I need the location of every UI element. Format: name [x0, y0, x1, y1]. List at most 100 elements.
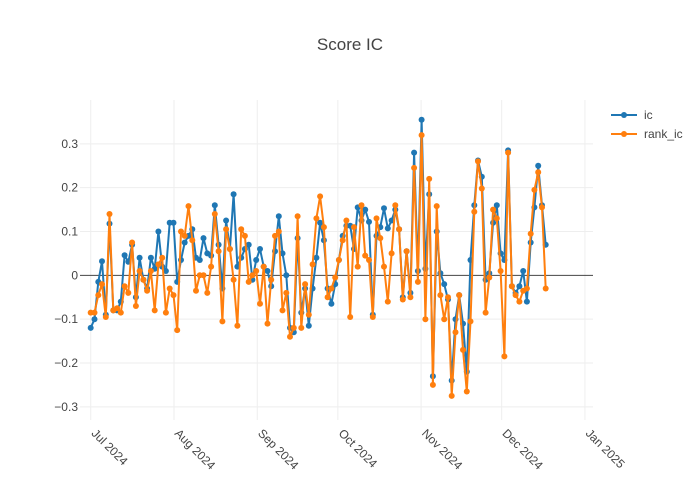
data-point-rank_ic — [132, 303, 139, 309]
data-point-ic — [170, 219, 177, 226]
data-point-rank_ic — [463, 388, 470, 395]
data-point-ic — [523, 298, 530, 305]
data-point-rank_ic — [313, 215, 320, 222]
data-point-rank_ic — [411, 164, 418, 171]
data-point-rank_ic — [516, 298, 523, 305]
data-point-rank_ic — [377, 235, 384, 242]
data-point-ic — [136, 254, 143, 261]
data-point-ic — [253, 257, 260, 263]
data-point-rank_ic — [332, 274, 339, 281]
data-point-rank_ic — [144, 287, 151, 294]
data-point-ic — [230, 191, 237, 198]
data-point-rank_ic — [185, 203, 192, 210]
data-point-rank_ic — [260, 263, 267, 270]
data-point-ic — [147, 254, 154, 261]
legend-item-ic[interactable]: ic — [611, 108, 653, 122]
data-point-rank_ic — [208, 263, 215, 270]
legend-rank-ic-label: rank_ic — [644, 127, 683, 141]
data-point-rank_ic — [347, 314, 354, 320]
data-point-rank_ic — [234, 322, 241, 329]
data-point-rank_ic — [279, 307, 286, 314]
data-point-rank_ic — [369, 314, 376, 320]
data-point-rank_ic — [189, 237, 196, 244]
data-point-rank_ic — [505, 149, 512, 156]
data-point-rank_ic — [275, 228, 282, 235]
data-point-rank_ic — [486, 274, 493, 281]
data-point-rank_ic — [351, 224, 357, 231]
data-point-rank_ic — [456, 292, 463, 299]
chart-title: Score IC — [317, 35, 383, 54]
data-point-rank_ic — [475, 158, 481, 165]
data-point-ic — [362, 206, 369, 213]
data-point-rank_ic — [294, 213, 301, 220]
data-point-ic — [223, 217, 230, 224]
data-point-ic — [279, 250, 286, 257]
data-point-ic — [381, 205, 387, 212]
data-point-ic — [211, 202, 218, 209]
data-point-rank_ic — [219, 318, 226, 325]
data-point-rank_ic — [388, 250, 395, 257]
data-point-rank_ic — [403, 248, 410, 255]
data-point-rank_ic — [343, 217, 350, 224]
data-point-rank_ic — [339, 237, 346, 244]
data-point-ic — [520, 268, 527, 274]
data-point-ic — [155, 228, 162, 235]
data-point-rank_ic — [452, 329, 459, 336]
data-point-rank_ic — [490, 206, 497, 213]
data-point-rank_ic — [539, 204, 545, 211]
series-rank_ic — [87, 132, 549, 399]
data-point-rank_ic — [106, 211, 113, 217]
data-point-ic — [257, 246, 263, 252]
series-layer — [87, 116, 549, 399]
data-point-rank_ic — [155, 261, 162, 268]
data-point-rank_ic — [381, 263, 387, 270]
y-tick-label: −0.3 — [54, 400, 78, 414]
data-point-rank_ic — [99, 281, 105, 288]
data-point-ic — [264, 268, 271, 274]
data-point-ic — [305, 322, 312, 329]
data-point-ic — [181, 239, 188, 246]
series-line-rank_ic — [90, 134, 547, 397]
data-point-rank_ic — [320, 224, 327, 231]
data-point-rank_ic — [264, 320, 271, 327]
data-point-rank_ic — [174, 327, 181, 334]
data-point-ic — [384, 225, 391, 232]
y-tick-label: −0.2 — [54, 356, 78, 370]
data-point-rank_ic — [366, 257, 372, 263]
data-point-rank_ic — [204, 289, 211, 296]
data-point-ic — [91, 316, 98, 323]
data-point-rank_ic — [414, 278, 421, 285]
data-point-rank_ic — [448, 392, 455, 399]
data-point-rank_ic — [125, 289, 132, 296]
data-point-rank_ic — [429, 381, 436, 388]
data-point-rank_ic — [373, 215, 380, 222]
data-point-rank_ic — [418, 132, 425, 139]
data-point-rank_ic — [178, 228, 184, 235]
data-point-rank_ic — [114, 305, 121, 312]
data-point-rank_ic — [482, 309, 489, 316]
data-point-rank_ic — [102, 314, 109, 320]
data-point-rank_ic — [298, 324, 305, 331]
data-point-ic — [411, 149, 418, 156]
data-point-rank_ic — [512, 292, 519, 299]
data-point-rank_ic — [170, 292, 177, 299]
data-point-rank_ic — [129, 239, 136, 246]
data-point-rank_ic — [121, 283, 128, 290]
legend-item-rank-ic[interactable]: rank_ic — [611, 127, 683, 141]
data-point-rank_ic — [290, 324, 297, 331]
data-point-rank_ic — [302, 281, 309, 288]
data-point-rank_ic — [354, 263, 361, 270]
legend[interactable]: ic rank_ic — [611, 108, 683, 141]
data-point-rank_ic — [287, 333, 293, 340]
data-point-rank_ic — [493, 215, 500, 222]
series-line-ic — [89, 118, 547, 382]
data-point-ic — [317, 219, 324, 226]
data-point-rank_ic — [241, 232, 248, 239]
data-point-rank_ic — [230, 276, 237, 283]
data-point-rank_ic — [136, 268, 143, 274]
data-point-rank_ic — [211, 211, 218, 217]
data-point-rank_ic — [497, 268, 504, 274]
data-point-rank_ic — [268, 276, 275, 283]
data-point-rank_ic — [460, 346, 466, 353]
